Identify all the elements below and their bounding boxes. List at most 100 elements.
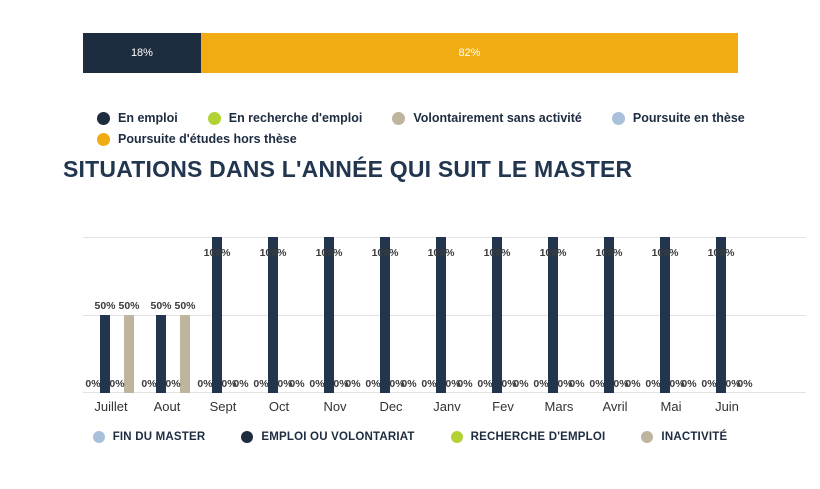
value-label: 0%	[533, 378, 549, 390]
value-label: 0%	[681, 378, 697, 390]
x-axis-label-mars: Mars	[544, 399, 574, 414]
bar-slot-recherche-d-emploi: 0%	[725, 237, 741, 393]
value-label: 0%	[589, 378, 605, 390]
x-axis-labels: Juillet Aout Sept Oct Nov Dec Janv Fev Mars Avril…	[83, 399, 755, 414]
bar-emploi-ou-volontariat-janv[interactable]	[436, 237, 446, 393]
legend-item-en-recherche-d-emploi[interactable]: En recherche d'emploi	[207, 111, 363, 125]
value-label: 0%	[109, 378, 125, 390]
bar-slot-inactivit: 0%	[401, 237, 417, 393]
legend-item-recherche-d-emploi[interactable]: RECHERCHE D'EMPLOI	[450, 431, 606, 443]
bar-slot-emploi-ou-volontariat: 100%	[372, 237, 398, 393]
legend-color-dot-icon	[241, 431, 254, 443]
value-label: 0%	[197, 378, 213, 390]
value-label: 100%	[371, 247, 399, 259]
bar-group-oct: 0% 100% 0% 0%	[251, 237, 307, 393]
bar-slot-fin-du-master: 0%	[309, 237, 324, 393]
legend-color-dot-icon	[450, 431, 463, 443]
value-label: 0%	[613, 378, 629, 390]
monthly-bar-chart: 0% 50% 0% 50% 0% 50% 0% 50% 0% 100% 0% 0% 0% 100% 0% 0%…	[83, 237, 806, 393]
x-axis-label-dec: Dec	[379, 399, 403, 414]
bar-emploi-ou-volontariat-aout[interactable]	[156, 315, 166, 393]
value-label: 0%	[445, 378, 461, 390]
legend-item-poursuite-d-tudes-hors-th-se[interactable]: Poursuite d'études hors thèse	[97, 132, 297, 146]
value-label: 100%	[539, 247, 567, 259]
summary-stacked-bar: 18% 82%	[83, 33, 738, 73]
value-label: 0%	[737, 378, 753, 390]
legend-color-dot-icon	[392, 111, 406, 125]
bar-group-aout: 0% 50% 0% 50%	[139, 237, 196, 393]
value-label: 0%	[165, 378, 181, 390]
bar-emploi-ou-volontariat-mars[interactable]	[548, 237, 558, 393]
x-axis-label-janv: Janv	[433, 399, 461, 414]
bar-group-dec: 0% 100% 0% 0%	[363, 237, 419, 393]
legend-item-poursuite-en-th-se[interactable]: Poursuite en thèse	[611, 111, 745, 125]
bar-slot-emploi-ou-volontariat: 100%	[652, 237, 678, 393]
bar-slot-recherche-d-emploi: 0%	[221, 237, 236, 393]
x-axis-label-aout: Aout	[153, 399, 181, 414]
value-label: 0%	[513, 378, 529, 390]
legend-item-inactivit[interactable]: INACTIVITÉ	[641, 431, 727, 443]
x-axis-label-juin: Juin	[715, 399, 739, 414]
bar-group-nov: 0% 100% 0% 0%	[307, 237, 363, 393]
bar-slot-emploi-ou-volontariat: 50%	[94, 237, 116, 393]
value-label: 50%	[94, 300, 116, 312]
bar-inactivit-juillet[interactable]	[124, 315, 134, 393]
bar-slot-recherche-d-emploi: 0%	[277, 237, 292, 393]
legend-color-dot-icon	[97, 111, 110, 125]
legend-item-emploi-ou-volontariat[interactable]: EMPLOI OU VOLONTARIAT	[241, 431, 414, 443]
legend-item-label: En recherche d'emploi	[228, 111, 363, 125]
value-label: 0%	[401, 378, 417, 390]
legend-item-label: FIN DU MASTER	[112, 431, 206, 443]
chart-title: SITUATIONS DANS L'ANNÉE QUI SUIT LE MAST…	[63, 156, 633, 182]
bar-emploi-ou-volontariat-oct[interactable]	[268, 237, 278, 393]
bar-group-janv: 0% 100% 0% 0%	[419, 237, 475, 393]
bar-slot-fin-du-master: 0%	[85, 237, 100, 393]
bar-slot-fin-du-master: 0%	[533, 237, 549, 393]
x-axis-label-sept: Sept	[209, 399, 237, 414]
value-label: 50%	[174, 300, 196, 312]
legend-item-en-emploi[interactable]: En emploi	[97, 111, 178, 125]
bar-emploi-ou-volontariat-nov[interactable]	[324, 237, 334, 393]
bar-slot-fin-du-master: 0%	[589, 237, 605, 393]
bar-emploi-ou-volontariat-mai[interactable]	[660, 237, 670, 393]
bar-group-mai: 0% 100% 0% 0%	[643, 237, 699, 393]
bar-emploi-ou-volontariat-avril[interactable]	[604, 237, 614, 393]
bar-emploi-ou-volontariat-dec[interactable]	[380, 237, 390, 393]
value-label: 0%	[557, 378, 573, 390]
bar-slot-inactivit: 0%	[569, 237, 585, 393]
legend-item-volontairement-sans-activit[interactable]: Volontairement sans activité	[392, 111, 582, 125]
legend-item-fin-du-master[interactable]: FIN DU MASTER	[92, 431, 206, 443]
bar-groups: 0% 50% 0% 50% 0% 50% 0% 50% 0% 100% 0% 0% 0% 100% 0% 0%…	[83, 237, 755, 393]
value-label: 100%	[707, 247, 735, 259]
summary-segment-1[interactable]: 18%	[83, 33, 201, 73]
bar-inactivit-aout[interactable]	[180, 315, 190, 393]
bar-slot-emploi-ou-volontariat: 100%	[316, 237, 342, 393]
bar-slot-inactivit: 50%	[174, 237, 196, 393]
bar-group-mars: 0% 100% 0% 0%	[531, 237, 587, 393]
value-label: 0%	[477, 378, 493, 390]
value-label: 0%	[289, 378, 305, 390]
bar-slot-fin-du-master: 0%	[645, 237, 660, 393]
bar-slot-inactivit: 50%	[118, 237, 140, 393]
bar-slot-emploi-ou-volontariat: 100%	[596, 237, 622, 393]
value-label: 0%	[725, 378, 741, 390]
bar-emploi-ou-volontariat-fev[interactable]	[492, 237, 502, 393]
summary-segment-2[interactable]: 82%	[200, 33, 738, 73]
value-label: 0%	[569, 378, 585, 390]
bar-emploi-ou-volontariat-juin[interactable]	[716, 237, 726, 393]
x-axis-label-avril: Avril	[602, 399, 628, 414]
bar-emploi-ou-volontariat-sept[interactable]	[212, 237, 222, 393]
bar-slot-recherche-d-emploi: 0%	[165, 237, 181, 393]
bar-slot-fin-du-master: 0%	[421, 237, 436, 393]
bar-group-sept: 0% 100% 0% 0%	[195, 237, 251, 393]
legend-color-dot-icon	[92, 431, 105, 443]
bar-slot-emploi-ou-volontariat: 50%	[150, 237, 172, 393]
bar-emploi-ou-volontariat-juillet[interactable]	[100, 315, 110, 393]
bar-slot-inactivit: 0%	[233, 237, 248, 393]
bar-slot-emploi-ou-volontariat: 100%	[260, 237, 286, 393]
value-label: 100%	[595, 247, 623, 259]
legend-item-label: RECHERCHE D'EMPLOI	[470, 431, 606, 443]
legend-color-dot-icon	[641, 431, 654, 443]
x-axis-label-mai: Mai	[660, 399, 682, 414]
